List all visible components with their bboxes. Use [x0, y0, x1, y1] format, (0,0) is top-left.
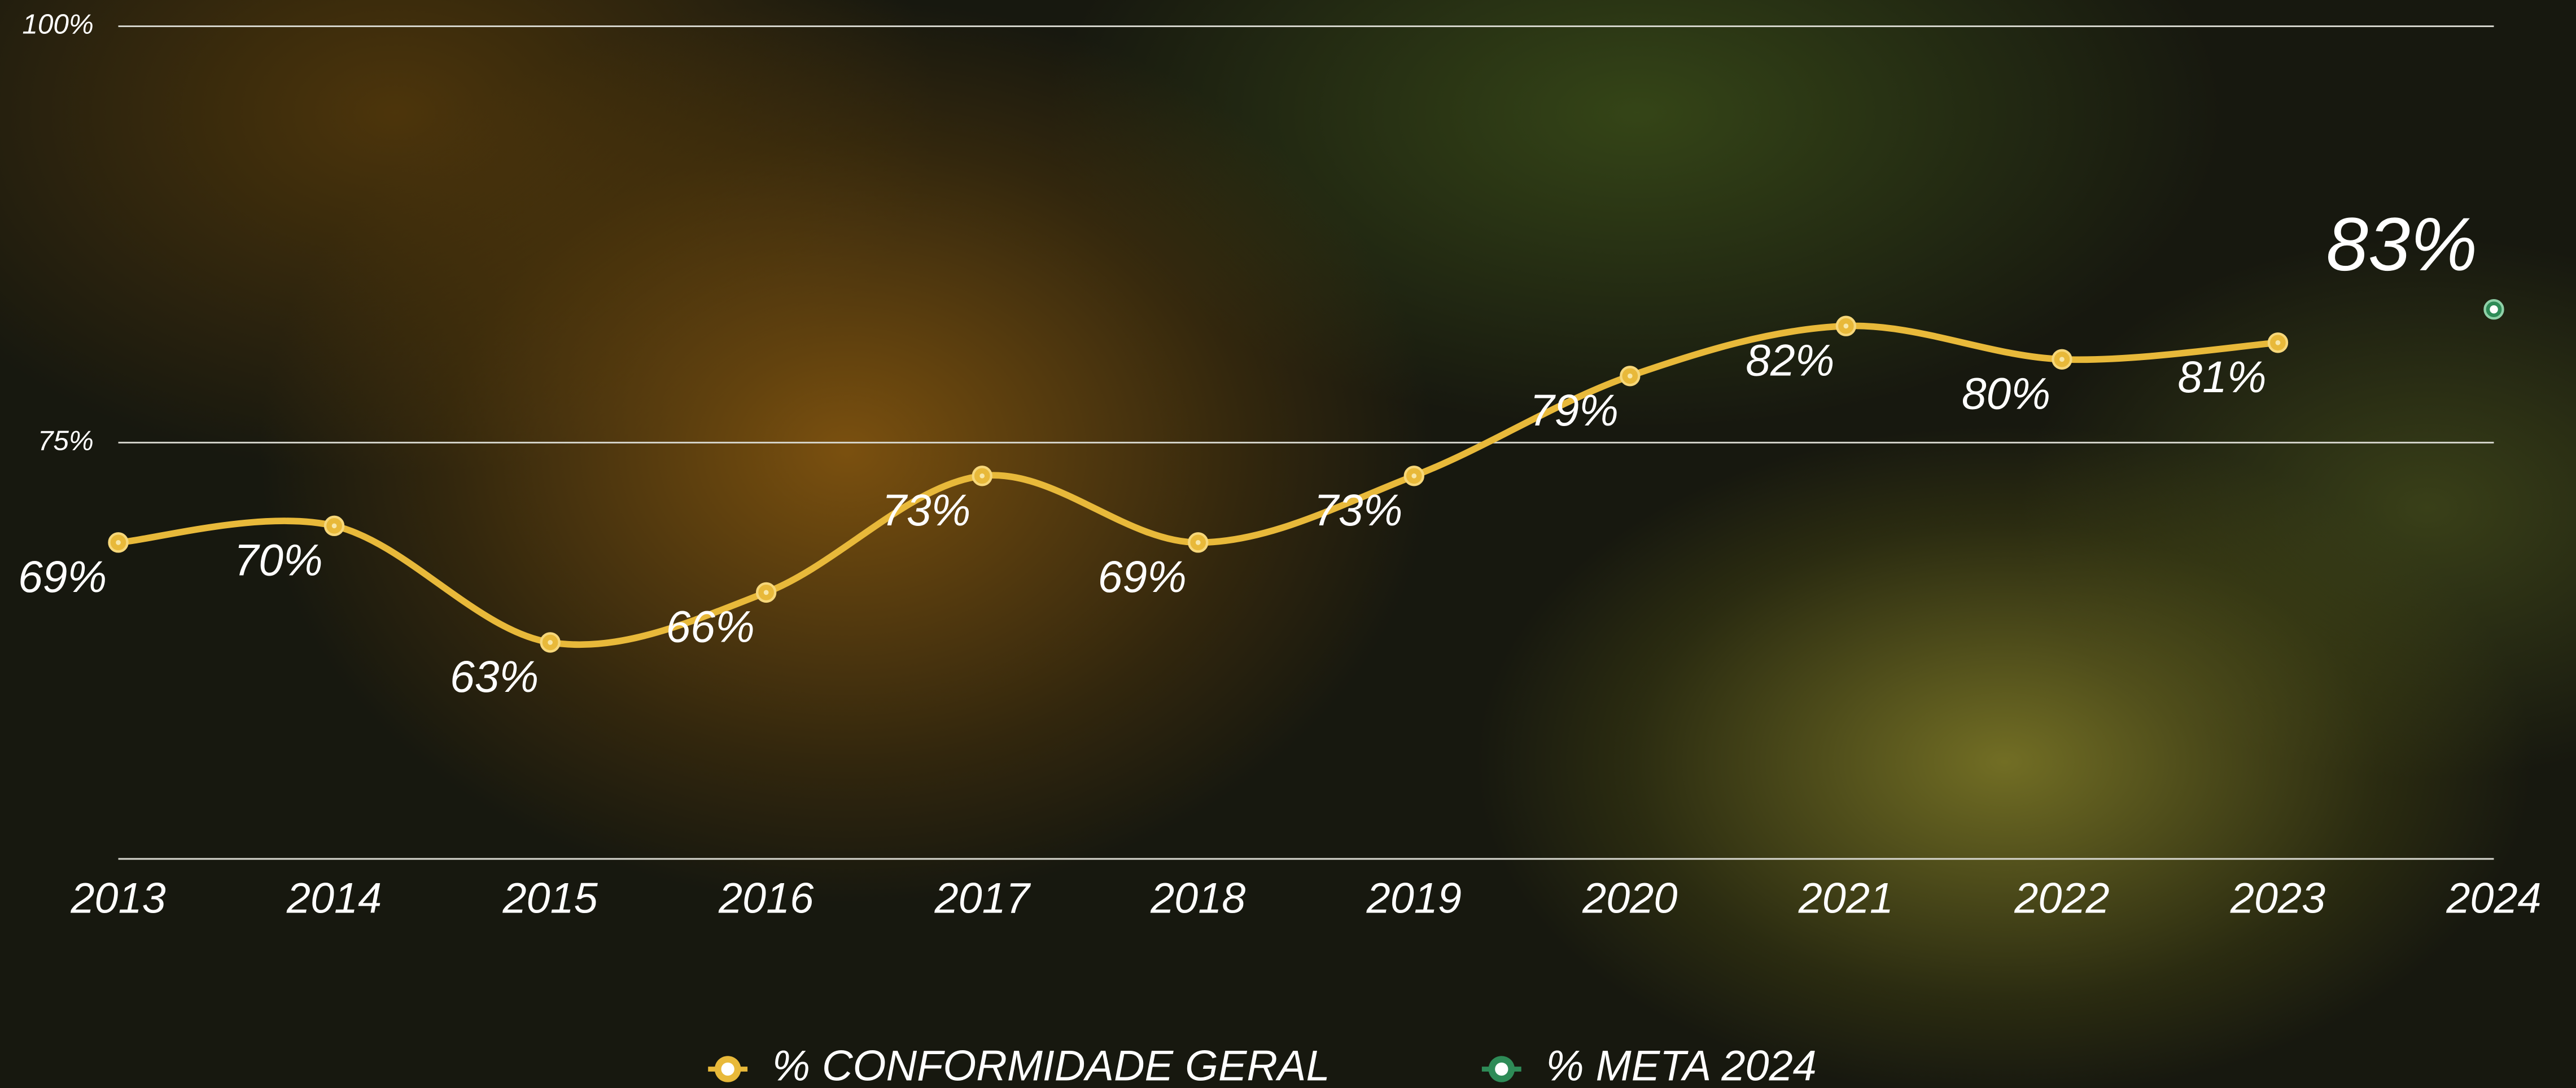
- value-label: 63%: [450, 652, 539, 701]
- x-tick-label: 2013: [70, 875, 165, 923]
- data-point-center: [1195, 539, 1201, 545]
- data-point-center: [763, 590, 769, 595]
- x-tick-label: 2023: [2230, 875, 2325, 923]
- data-point-center: [2059, 357, 2065, 362]
- data-point-center: [979, 473, 985, 479]
- x-tick-label: 2022: [2014, 875, 2109, 923]
- x-tick-label: 2016: [718, 875, 814, 923]
- value-label: 73%: [882, 485, 970, 535]
- x-tick-label: 2014: [286, 875, 382, 923]
- data-point-center: [331, 523, 337, 529]
- value-label: 81%: [2177, 352, 2266, 402]
- legend-marker-center: [721, 1062, 734, 1076]
- data-point-center: [2490, 305, 2498, 314]
- data-point-center: [116, 539, 121, 545]
- series-line: [118, 322, 2278, 648]
- x-tick-label: 2015: [502, 875, 598, 923]
- x-tick-label: 2018: [1150, 875, 1245, 923]
- value-label: 80%: [1962, 368, 2050, 418]
- value-label: 69%: [1098, 552, 1187, 602]
- value-label: 79%: [1530, 385, 1619, 435]
- value-label: 83%: [2326, 203, 2477, 287]
- data-point-center: [1627, 373, 1633, 379]
- legend-marker-center: [1495, 1062, 1508, 1076]
- value-label: 66%: [666, 602, 755, 652]
- data-point-center: [2275, 340, 2281, 345]
- x-tick-label: 2021: [1798, 875, 1893, 923]
- value-label: 73%: [1314, 485, 1402, 535]
- data-point-center: [1411, 473, 1417, 479]
- x-tick-label: 2020: [1582, 875, 1677, 923]
- y-tick-label: 75%: [38, 425, 94, 456]
- legend-label: % CONFORMIDADE GERAL: [772, 1042, 1330, 1088]
- value-label: 82%: [1746, 335, 1834, 385]
- x-tick-label: 2017: [934, 875, 1031, 923]
- x-tick-label: 2019: [1366, 875, 1462, 923]
- value-label: 70%: [234, 536, 323, 585]
- data-point-center: [1843, 323, 1849, 329]
- y-tick-label: 100%: [22, 9, 94, 40]
- x-tick-label: 2024: [2446, 875, 2541, 923]
- legend-label: % META 2024: [1546, 1042, 1816, 1088]
- value-label: 69%: [18, 552, 107, 602]
- data-point-center: [548, 640, 553, 645]
